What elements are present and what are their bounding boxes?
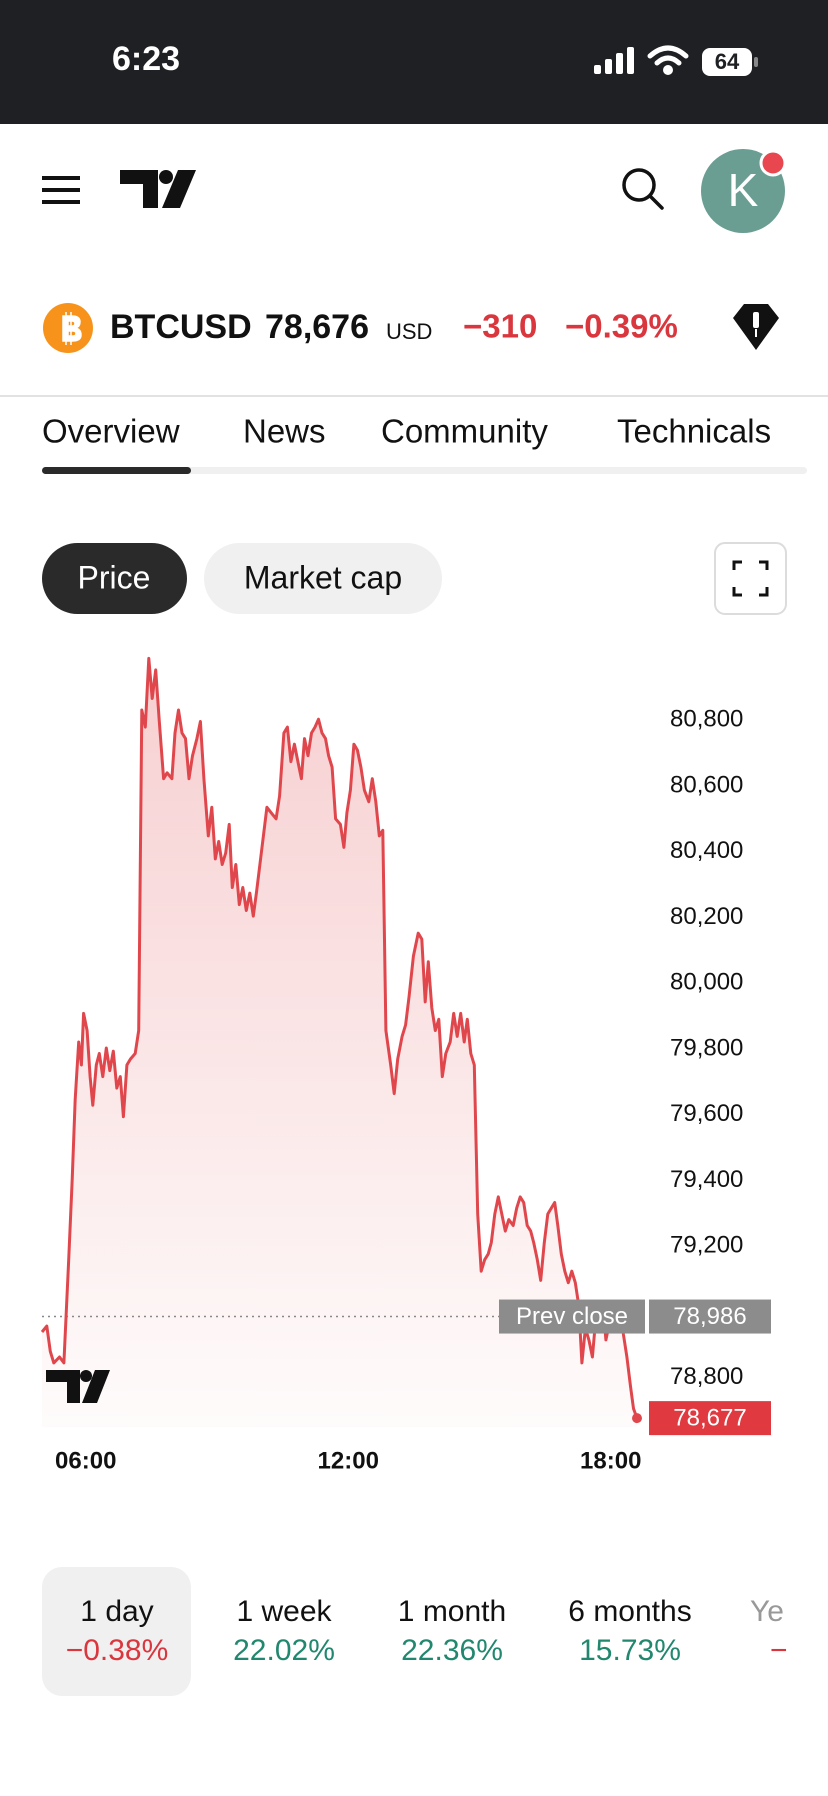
tab[interactable]: News [243,413,326,450]
y-tick-label: 79,800 [670,1034,743,1061]
prev-close-name-box [499,1299,645,1334]
y-tick-label: 80,600 [670,771,743,798]
notification-dot [759,149,787,177]
area-fill [42,658,637,1427]
avatar-initial: K [728,164,759,216]
y-tick-label: 78,800 [670,1363,743,1390]
period-change: − [770,1634,788,1667]
y-tick-label: 80,400 [670,837,743,864]
y-tick-label: 79,400 [670,1166,743,1193]
tab[interactable]: Technicals [617,413,771,450]
x-tick-label: 06:00 [55,1447,116,1474]
ticker-price: 78,676 [265,308,369,346]
y-tick-label: 80,200 [670,903,743,930]
market-cap-button-label: Market cap [244,559,402,595]
battery-tip [754,57,758,67]
x-tick-label: 18:00 [580,1447,641,1474]
period-label[interactable]: 6 months [568,1595,691,1628]
prev-close-value-box [649,1299,771,1334]
period-label[interactable]: 1 day [80,1595,153,1628]
fullscreen-icon [732,560,769,597]
period-change: 22.02% [233,1634,335,1667]
price-button[interactable] [42,543,187,614]
tab[interactable]: Community [381,413,548,450]
y-tick-label: 79,200 [670,1232,743,1259]
y-tick-label: 79,600 [670,1100,743,1127]
battery-icon [702,48,752,76]
period-label[interactable]: 1 week [236,1595,332,1628]
ticker-change: −310 [463,308,537,345]
logo[interactable] [120,170,196,208]
alert-icon[interactable] [733,304,779,350]
period-change: 15.73% [579,1634,681,1667]
price-line [40,656,639,1419]
status-bar [0,0,828,124]
signal-icon [594,47,634,74]
ticker-change-pct: −0.39% [565,308,678,345]
last-price-box [649,1401,771,1436]
ticker-symbol: BTCUSD [110,308,252,346]
prev-close-value: 78,986 [673,1303,746,1330]
tab-track [42,467,807,474]
tab-indicator [42,467,191,474]
period-label[interactable]: 1 month [398,1595,506,1628]
search-icon[interactable] [622,168,664,210]
price-chart: 78,800 79,200 79,400 79,600 79,800 80,000 80,2… [40,656,771,1474]
y-tick-label: 80,800 [670,706,743,733]
y-tick-label: 80,000 [670,969,743,996]
last-price-label: 78,677 [673,1404,746,1431]
prev-close-name: Prev close [516,1303,628,1330]
status-time: 6:23 [112,40,180,78]
period-change: −0.38% [66,1634,169,1667]
x-tick-label: 12:00 [318,1447,379,1474]
period-label[interactable]: Ye [750,1595,784,1628]
market-cap-button[interactable] [204,543,442,614]
bitcoin-symbol [62,312,82,345]
chart-watermark [46,1370,110,1403]
ticker-currency: USD [386,319,432,344]
wifi-icon [647,45,689,75]
period-selected-bg [42,1567,191,1696]
period-change: 22.36% [401,1634,503,1667]
price-button-label: Price [78,559,151,595]
fullscreen-button[interactable] [714,542,787,615]
battery-level: 64 [715,49,740,74]
last-point [632,1413,642,1424]
tab[interactable]: Overview [42,413,180,450]
menu-icon[interactable] [42,176,80,204]
